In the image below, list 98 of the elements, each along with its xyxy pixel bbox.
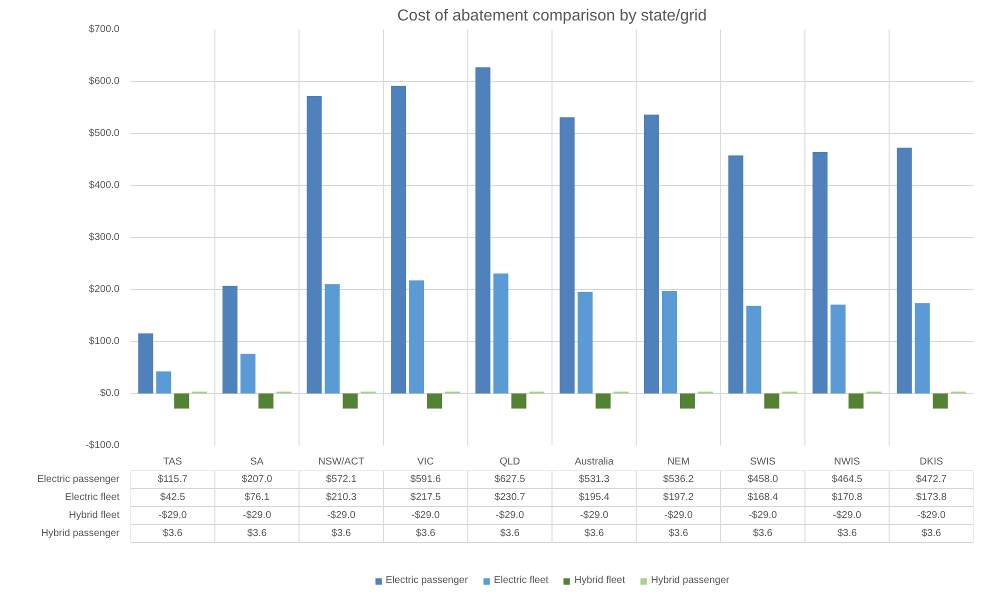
x-tick-label: VIC (417, 456, 434, 468)
data-label: $3.6 (247, 528, 268, 539)
x-tick-label: Australia (574, 456, 614, 468)
bar (156, 371, 172, 394)
data-label: $115.7 (158, 474, 188, 485)
data-label: -$29.0 (327, 510, 356, 521)
data-label: -$29.0 (242, 510, 272, 521)
bar (475, 67, 490, 394)
data-label: -$29.0 (580, 510, 609, 521)
legend-label: Electric fleet (494, 575, 548, 586)
bar (409, 280, 424, 394)
bar (138, 333, 154, 394)
bar (914, 303, 930, 394)
bar (427, 394, 442, 409)
bar (493, 274, 508, 394)
text: Electric fleet (65, 492, 120, 503)
data-label: $531.3 (578, 474, 610, 485)
text: Hybrid passenger (41, 528, 120, 539)
data-label: $42.5 (160, 492, 186, 503)
bar (932, 394, 948, 409)
bar (306, 96, 322, 394)
data-label: $3.6 (500, 528, 520, 539)
data-label: $3.6 (753, 528, 773, 539)
y-tick-label: $500.0 (88, 128, 120, 139)
bar (830, 304, 846, 394)
bar (258, 394, 274, 409)
data-label: $230.7 (494, 492, 526, 503)
bar (174, 394, 190, 409)
legend-label: Electric passenger (386, 575, 468, 586)
data-label: $197.2 (663, 492, 694, 503)
y-tick-label: $100.0 (88, 336, 120, 347)
data-label: $591.6 (410, 474, 442, 485)
y-tick-label: $600.0 (88, 76, 120, 87)
data-label: $3.6 (332, 528, 352, 539)
bar (812, 152, 828, 394)
legend-label: Hybrid fleet (574, 575, 625, 586)
bar (596, 394, 611, 409)
legend-label: Hybrid passenger (650, 575, 730, 586)
bar (560, 117, 575, 394)
data-label: $472.7 (916, 474, 948, 485)
data-label: $3.6 (584, 528, 604, 539)
y-tick-label: $300.0 (88, 232, 120, 243)
bar (240, 354, 256, 394)
data-label: $3.6 (668, 528, 689, 539)
y-tick-label: $200.0 (88, 284, 120, 295)
data-label: $173.8 (916, 492, 948, 503)
x-tick-label: QLD (500, 456, 520, 468)
x-tick-label: TAS (163, 456, 182, 468)
data-label: $168.4 (747, 492, 778, 503)
data-label: $210.3 (326, 492, 357, 503)
bar (728, 155, 744, 394)
y-tick-label: -$100.0 (86, 440, 120, 451)
data-label: -$29.0 (917, 510, 946, 521)
data-label: $76.1 (244, 492, 270, 503)
text: Electric passenger (37, 474, 120, 485)
bar (746, 306, 762, 394)
bar (848, 394, 864, 409)
data-label: $195.4 (578, 492, 610, 503)
data-label: $207.0 (242, 474, 273, 485)
bar (662, 290, 677, 394)
bar (764, 394, 780, 409)
data-label: -$29.0 (496, 510, 524, 521)
chart-title: Cost of abatement comparison by state/grid (397, 8, 707, 24)
x-tick-label: DKIS (920, 456, 944, 468)
bar (391, 86, 406, 394)
bar (342, 394, 358, 409)
data-label: -$29.0 (158, 510, 188, 521)
bar (324, 284, 340, 394)
data-label: $217.5 (410, 492, 442, 503)
x-tick-label: NWIS (834, 456, 860, 468)
data-label: $3.6 (837, 528, 858, 539)
text: Hybrid fleet (68, 510, 120, 521)
data-label: -$29.0 (664, 510, 694, 521)
y-tick-label: $400.0 (88, 180, 120, 191)
data-label: $572.1 (326, 474, 357, 485)
data-label: $170.8 (832, 492, 863, 503)
x-tick-label: SWIS (750, 456, 776, 468)
data-label: -$29.0 (748, 510, 778, 521)
data-label: $464.5 (832, 474, 863, 485)
bar (511, 394, 526, 409)
bar (644, 114, 659, 394)
bar (222, 286, 238, 394)
bar (578, 292, 593, 394)
data-label: -$29.0 (411, 510, 440, 521)
data-label: $627.5 (494, 474, 526, 485)
data-label: $536.2 (663, 474, 694, 485)
bar (680, 394, 695, 409)
y-tick-label: $700.0 (88, 24, 120, 35)
bar (896, 148, 912, 394)
data-label: $3.6 (922, 528, 942, 539)
data-label: -$29.0 (832, 510, 862, 521)
x-tick-label: SA (250, 456, 264, 468)
data-label: $3.6 (416, 528, 436, 539)
x-tick-label: NEM (667, 456, 690, 468)
data-label: $458.0 (747, 474, 778, 485)
y-tick-label: $0.0 (100, 388, 120, 399)
data-label: $3.6 (162, 528, 183, 539)
x-tick-label: NSW/ACT (318, 456, 364, 468)
